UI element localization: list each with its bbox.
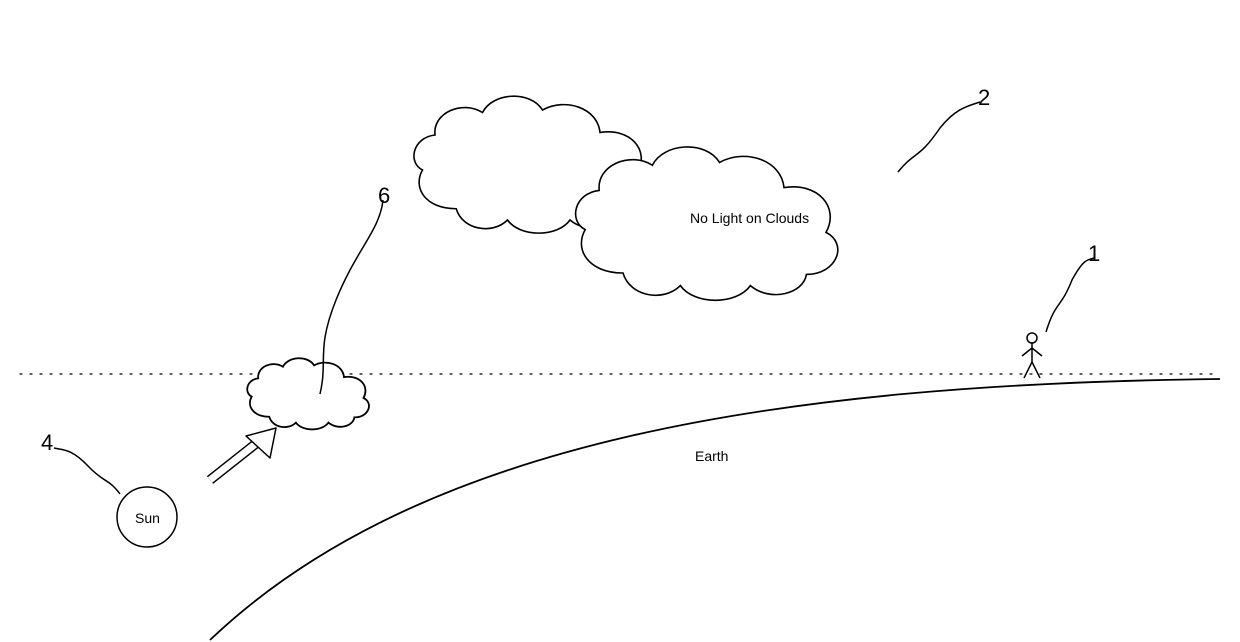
- arrow-sun-to-cloud: [210, 428, 276, 480]
- reference-number-6: 6: [378, 183, 390, 209]
- leader-line-2: [898, 102, 980, 172]
- earth-arc: [210, 379, 1220, 640]
- reference-number-2: 2: [978, 85, 990, 111]
- cloud-lower: [247, 358, 369, 429]
- diagram-svg: [0, 0, 1240, 642]
- observer-person-icon: [1022, 333, 1042, 378]
- leader-line-1: [1046, 258, 1094, 332]
- clouds-caption: No Light on Clouds: [690, 210, 809, 226]
- earth-label: Earth: [695, 448, 728, 464]
- diagram-stage: Earth Sun No Light on Clouds 1 2 4 6: [0, 0, 1240, 642]
- reference-number-1: 1: [1088, 241, 1100, 267]
- reference-number-4: 4: [41, 430, 53, 456]
- sun-label: Sun: [135, 510, 160, 526]
- leader-line-4: [54, 448, 120, 494]
